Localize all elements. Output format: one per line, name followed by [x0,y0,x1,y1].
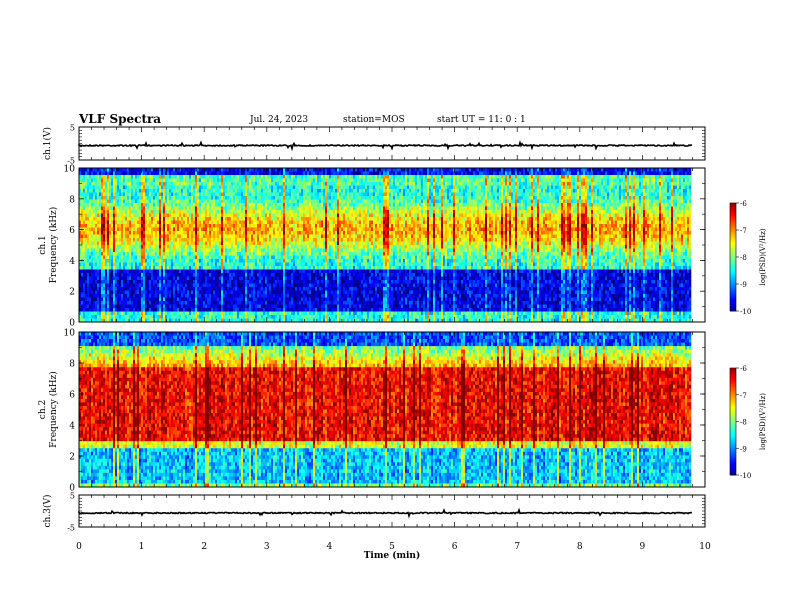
colorbar-ch2: -6 -7 -8 -9 -10 log(PSD)(V²/Hz) [730,365,767,480]
x-tick-label: 4 [327,542,333,552]
waveform-ch3-ytick-label: 5 [70,492,75,501]
x-axis-label: Time (min) [364,550,421,561]
colorbar-ch1-tick-label: -9 [740,281,747,289]
spectrogram-ch1-ytick-label: 6 [69,226,75,236]
colorbar-ch2-tick-label: -9 [740,445,747,453]
waveform-ch3-ytick-label: -5 [67,524,75,533]
spectrogram-ch2-ylabel: Frequency (kHz) [48,371,59,448]
colorbar-ch1: -6 -7 -8 -9 -10 log(PSD)(V²/Hz) [730,200,767,316]
colorbar-ch1-tick-label: -6 [740,200,747,208]
spectrogram-ch1-ylabel-ch: ch.1 [38,235,48,254]
spectrogram-ch1-ytick-label: 8 [69,195,75,205]
spectrogram-ch1-ytick-label: 10 [64,165,76,175]
spectrogram-ch2-ytick-label: 10 [64,329,76,339]
colorbar-ch2-tick-label: -8 [740,419,747,427]
x-tick-label: 7 [514,542,520,552]
spectrogram-ch2-ytick-label: 8 [69,360,75,370]
spectrogram-ch1-ytick-label: 2 [69,288,75,298]
spectrogram-ch1-cells [79,168,691,322]
x-tick-label: 0 [76,542,82,552]
spectrogram-panel-ch1: 0 2 4 6 8 10 ch.1 Frequency (kHz) [38,165,705,329]
vlf-figure: 5-5ch.1(V) 0246810ch.1 Frequency (kHz) 02… [0,0,792,612]
spectrogram-ch2-ytick-label: 6 [69,391,75,401]
waveform-ch1-ylabel: ch.1(V) [42,127,53,160]
waveform-ch1-trace [79,143,692,149]
colorbar-ch1-label: log(PSD)(V²/Hz) [759,228,767,285]
x-tick-label: 2 [201,542,207,552]
spectrogram-ch1-ylabel: Frequency (kHz) [48,207,59,284]
colorbar-ch2-tick-label: -6 [740,365,747,373]
spectrogram-ch1-ytick-label: 0 [69,319,75,329]
x-tick-label: 6 [452,542,458,552]
colorbar-ch1-tick-label: -8 [740,254,747,262]
spectrogram-ch2-ylabel-ch: ch.2 [38,400,48,419]
spectrogram-ch1-ytick-label: 4 [69,257,75,267]
colorbar-ch2-tick-label: -7 [740,392,747,400]
colorbar-ch1-tick-label: -7 [740,227,747,235]
spectrogram-ch2-ytick-label: 4 [69,422,75,432]
colorbar-ch2-tick-label: -10 [740,472,751,480]
waveform-ch1-ytick-label: 5 [70,124,75,133]
waveform-panel-ch1: 5-5ch.1(V) [42,124,705,166]
x-tick-label: 3 [264,542,270,552]
spectrogram-ch2-cells [79,332,691,487]
x-tick-label: 1 [139,542,145,552]
waveform-ch3-ylabel: ch.3(V) [42,495,53,528]
waveform-ch3-trace [79,510,692,516]
x-tick-label: 9 [640,542,646,552]
x-tick-label: 8 [577,542,583,552]
spectrogram-ch2-ytick-label: 2 [69,453,75,463]
x-tick-label: 10 [699,542,711,552]
colorbar-ch2-label: log(PSD)(V²/Hz) [759,393,767,450]
colorbar-ch1-tick-label: -10 [740,308,751,316]
